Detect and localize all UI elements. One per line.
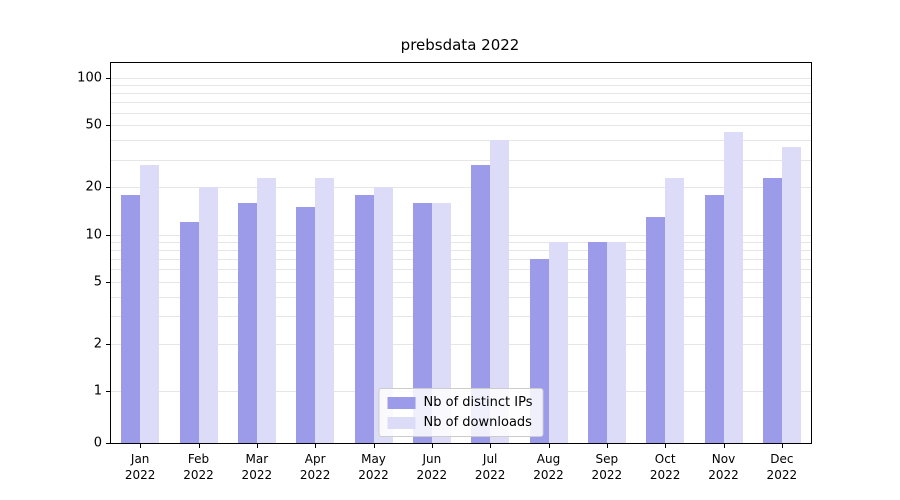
legend: Nb of distinct IPs Nb of downloads	[378, 388, 544, 437]
bar-may-series0	[354, 194, 374, 443]
legend-swatch-distinct-ips	[387, 396, 416, 409]
y-tick-label-5: 5	[93, 274, 102, 290]
bar-oct-series1	[665, 177, 685, 443]
x-tick-mark	[431, 443, 433, 448]
gridline	[111, 249, 811, 251]
x-tick-label-may: May 2022	[358, 452, 389, 482]
legend-swatch-downloads	[387, 416, 416, 429]
gridline	[111, 258, 811, 260]
y-tick-label-2: 2	[93, 336, 102, 352]
x-tick-label-jan: Jan 2022	[124, 452, 156, 482]
x-tick-mark	[198, 443, 200, 448]
y-tick-mark	[106, 443, 111, 444]
gridline	[111, 281, 811, 283]
bar-mar-series1	[256, 177, 276, 443]
legend-row-distinct-ips: Nb of distinct IPs	[387, 395, 533, 410]
y-tick-label-0: 0	[93, 435, 102, 451]
y-tick-label-50: 50	[85, 117, 102, 133]
x-tick-mark	[256, 443, 258, 448]
bar-apr-series0	[296, 206, 316, 443]
y-tick-label-1: 1	[93, 383, 102, 399]
bar-jul-series1	[490, 140, 510, 443]
legend-label-distinct-ips: Nb of distinct IPs	[423, 395, 533, 410]
bar-jan-series0	[121, 194, 141, 443]
bar-oct-series0	[646, 216, 666, 443]
gridline	[111, 159, 811, 161]
x-tick-label-oct: Oct 2022	[649, 452, 681, 482]
x-tick-label-sep: Sep 2022	[591, 452, 623, 482]
bar-sep-series0	[587, 241, 607, 443]
x-tick-mark	[606, 443, 608, 448]
legend-row-downloads: Nb of downloads	[387, 415, 533, 430]
gridline	[111, 102, 811, 104]
x-tick-mark	[665, 443, 667, 448]
bar-dec-series1	[781, 147, 801, 443]
x-tick-mark	[490, 443, 492, 448]
y-tick-mark	[106, 78, 111, 79]
gridline	[111, 85, 811, 87]
gridline	[111, 125, 811, 127]
bar-jan-series1	[140, 164, 160, 443]
y-tick-mark	[106, 281, 111, 283]
x-tick-label-apr: Apr 2022	[299, 452, 331, 482]
gridline	[111, 78, 811, 79]
y-tick-mark	[106, 234, 111, 236]
x-tick-label-mar: Mar 2022	[241, 452, 273, 482]
bar-jun-series1	[431, 202, 451, 443]
gridline	[111, 241, 811, 243]
bar-nov-series1	[723, 132, 743, 443]
x-tick-label-jun: Jun 2022	[416, 452, 448, 482]
gridline	[111, 187, 811, 189]
x-tick-label-jul: Jul 2022	[474, 452, 506, 482]
gridline	[111, 140, 811, 142]
bar-may-series1	[373, 187, 393, 443]
x-tick-mark	[548, 443, 550, 448]
gridline	[111, 343, 811, 345]
bar-feb-series0	[179, 222, 199, 443]
x-tick-mark	[723, 443, 725, 448]
bar-aug-series1	[548, 241, 568, 443]
y-tick-mark	[106, 391, 111, 392]
x-tick-label-dec: Dec 2022	[766, 452, 798, 482]
gridline	[111, 269, 811, 271]
x-tick-mark	[315, 443, 317, 448]
plot-area: Nb of distinct IPs Nb of downloads 0 1 2 5 1…	[77, 62, 812, 482]
y-tick-label-100: 100	[77, 70, 102, 86]
x-tick-mark	[373, 443, 375, 448]
bar-jun-series0	[412, 202, 432, 443]
bar-dec-series0	[762, 177, 782, 443]
bar-mar-series0	[237, 202, 257, 443]
bar-feb-series1	[198, 187, 218, 443]
y-tick-label-20: 20	[85, 179, 102, 195]
bar-nov-series0	[704, 194, 724, 443]
gridline	[111, 316, 811, 318]
bar-sep-series1	[606, 241, 626, 443]
gridline	[111, 234, 811, 236]
y-tick-mark	[106, 343, 111, 345]
x-tick-mark	[140, 443, 142, 448]
y-tick-label-10: 10	[85, 227, 102, 242]
bar-apr-series1	[315, 177, 335, 443]
gridline	[111, 112, 811, 114]
bar-jul-series0	[471, 164, 491, 443]
x-tick-label-feb: Feb 2022	[183, 452, 214, 482]
x-tick-label-aug: Aug 2022	[533, 452, 564, 482]
y-tick-mark	[106, 187, 111, 189]
y-tick-mark	[106, 125, 111, 127]
x-tick-label-nov: Nov 2022	[708, 452, 739, 482]
chart-title: prebsdata 2022	[400, 36, 520, 54]
gridline	[111, 93, 811, 95]
gridline	[111, 296, 811, 298]
legend-label-downloads: Nb of downloads	[423, 415, 532, 430]
x-tick-mark	[781, 443, 783, 448]
